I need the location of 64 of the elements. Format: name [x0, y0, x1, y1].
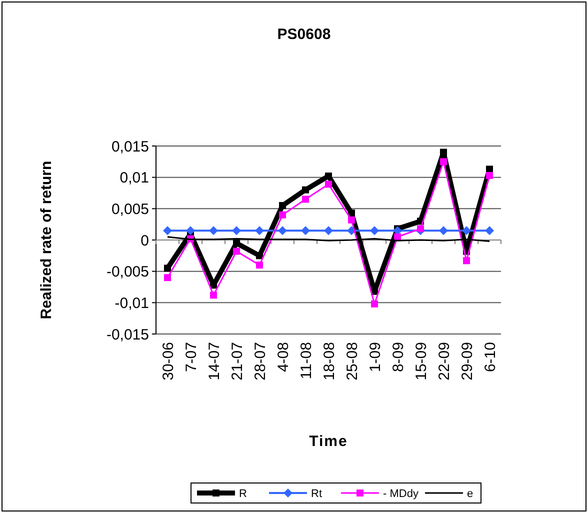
- x-tick-label: 8-09: [390, 342, 407, 372]
- legend-label: Rt: [311, 488, 322, 500]
- x-tick-label: 4-08: [274, 342, 292, 372]
- legend-label: R: [239, 488, 247, 500]
- point: [233, 240, 240, 247]
- x-tick-label: 18-08: [320, 342, 338, 380]
- x-tick-label: 25-08: [344, 342, 361, 380]
- point: [256, 262, 263, 269]
- y-tick-label: -0,015: [106, 326, 149, 344]
- legend-label: e: [467, 488, 474, 500]
- point: [486, 172, 493, 179]
- point: [440, 148, 447, 156]
- x-tick-label: 28-07: [252, 342, 269, 380]
- x-tick-label: 29-09: [458, 342, 476, 380]
- point: [485, 226, 494, 236]
- point: [371, 300, 378, 308]
- point: [325, 172, 332, 180]
- point: [439, 226, 448, 236]
- chart-title: PS0608: [277, 26, 331, 43]
- y-axis-title: Realized rate of return: [38, 160, 55, 320]
- point: [348, 216, 355, 224]
- y-tick-label: -0,01: [114, 294, 149, 312]
- point: [210, 292, 217, 299]
- point: [324, 226, 333, 236]
- x-axis-title: Time: [309, 433, 348, 450]
- legend-label: - MDdy: [383, 488, 419, 500]
- x-tick-label: 11-08: [298, 342, 315, 380]
- point: [325, 180, 332, 188]
- point: [302, 196, 309, 203]
- point: [394, 233, 401, 240]
- point: [348, 210, 355, 217]
- y-tick-label: -0,005: [106, 264, 149, 281]
- point: [256, 252, 263, 260]
- point: [301, 226, 310, 236]
- point: [209, 226, 218, 236]
- point: [302, 186, 309, 194]
- x-tick-label: 15-09: [412, 342, 430, 380]
- x-tick-label: 14-07: [206, 342, 223, 380]
- point: [370, 226, 379, 236]
- point: [462, 226, 471, 236]
- point: [163, 226, 172, 236]
- point: [233, 248, 240, 255]
- point: [486, 166, 493, 173]
- y-tick-label: 0,01: [120, 170, 149, 187]
- point: [278, 226, 287, 236]
- point: [164, 264, 171, 272]
- x-tick-label: 6-10: [482, 342, 499, 372]
- x-tick-label: 7-07: [182, 342, 200, 372]
- x-tick-label: 1-09: [366, 342, 384, 372]
- point: [232, 226, 241, 236]
- point: [279, 211, 286, 218]
- point: [164, 274, 171, 282]
- y-tick-label: 0,005: [111, 200, 149, 218]
- y-tick-label: 0: [140, 232, 149, 250]
- x-tick-label: 30-06: [160, 342, 177, 380]
- y-tick-label: 0,015: [111, 138, 149, 156]
- point: [186, 226, 195, 236]
- point: [255, 226, 264, 236]
- x-tick-label: 22-09: [436, 342, 453, 380]
- point: [279, 202, 286, 210]
- x-tick-label: 21-07: [228, 342, 246, 380]
- point: [417, 225, 424, 232]
- point: [440, 158, 447, 166]
- point: [463, 257, 470, 264]
